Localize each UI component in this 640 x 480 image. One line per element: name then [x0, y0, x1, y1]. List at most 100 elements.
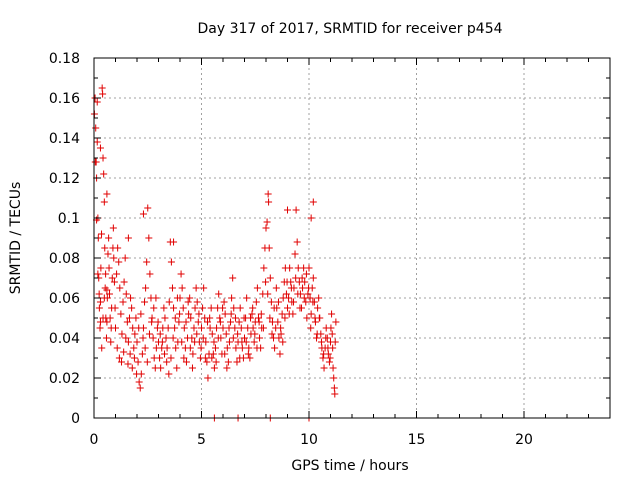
data-point	[209, 350, 217, 358]
data-point	[326, 354, 334, 362]
data-point	[286, 264, 294, 272]
data-point	[230, 304, 238, 312]
data-point	[330, 384, 338, 392]
data-point	[180, 354, 188, 362]
data-point	[182, 358, 190, 366]
data-point	[111, 304, 119, 312]
data-point	[103, 286, 111, 294]
data-point	[93, 98, 101, 106]
x-tick-label: 20	[515, 432, 533, 448]
data-point	[121, 254, 129, 262]
data-point	[204, 374, 212, 382]
data-point	[96, 298, 104, 306]
data-point	[112, 324, 119, 332]
chart-title: Day 317 of 2017, SRMTID for receiver p45…	[197, 21, 502, 37]
data-point	[103, 190, 111, 198]
data-point	[282, 290, 290, 298]
data-point	[265, 244, 273, 252]
data-point	[120, 348, 128, 356]
data-point	[266, 274, 274, 282]
data-point	[227, 310, 235, 318]
data-point	[320, 350, 328, 358]
data-point	[110, 254, 118, 262]
data-point	[224, 358, 232, 366]
data-point	[264, 190, 272, 198]
data-point	[92, 124, 100, 132]
data-point	[171, 314, 179, 322]
data-point	[100, 294, 108, 302]
data-point	[193, 298, 201, 306]
data-point	[182, 318, 190, 326]
data-point	[139, 334, 147, 342]
y-tick-label: 0.08	[49, 251, 80, 267]
data-point	[256, 334, 264, 342]
data-point	[268, 330, 276, 338]
data-point	[215, 290, 223, 298]
data-point	[115, 258, 123, 266]
data-point	[260, 264, 268, 272]
data-point	[255, 318, 263, 326]
data-point	[100, 198, 108, 206]
data-point	[244, 350, 252, 358]
data-point	[127, 294, 135, 302]
data-point	[198, 324, 205, 332]
data-point	[178, 284, 186, 292]
data-point	[110, 278, 118, 286]
data-point	[232, 344, 240, 352]
data-point	[285, 294, 293, 302]
data-point	[134, 358, 142, 366]
data-point	[164, 324, 172, 332]
data-point	[328, 330, 336, 338]
data-point	[203, 358, 211, 366]
data-point	[99, 90, 107, 98]
data-point	[227, 318, 235, 326]
y-tick-label: 0.02	[49, 371, 80, 387]
data-point	[137, 310, 145, 318]
data-point	[213, 324, 221, 332]
data-point	[96, 318, 104, 326]
data-point	[143, 358, 151, 366]
data-point	[315, 294, 323, 302]
data-point	[262, 278, 270, 286]
data-point	[319, 354, 327, 362]
data-point	[223, 364, 231, 372]
data-point	[274, 298, 282, 306]
data-point	[179, 304, 187, 312]
data-point	[225, 324, 233, 332]
data-point	[95, 304, 103, 312]
data-point	[152, 294, 160, 302]
data-point	[109, 224, 117, 232]
data-point	[328, 310, 336, 318]
y-tick-label: 0.06	[49, 291, 80, 307]
data-point	[180, 324, 188, 332]
data-point	[231, 314, 239, 322]
data-point	[122, 290, 130, 298]
data-point	[306, 294, 314, 302]
data-point	[170, 238, 178, 246]
data-point	[113, 344, 121, 352]
data-point	[171, 324, 179, 332]
data-point	[168, 284, 176, 292]
data-point	[206, 314, 214, 322]
data-point	[208, 330, 216, 338]
data-point	[325, 358, 333, 366]
data-point	[262, 224, 270, 232]
data-point	[202, 338, 210, 346]
data-point	[189, 350, 197, 358]
data-point	[184, 298, 192, 306]
data-point	[99, 314, 107, 322]
data-point	[216, 314, 224, 322]
data-point	[276, 350, 284, 358]
data-point	[210, 338, 218, 346]
data-point	[331, 390, 339, 398]
data-point	[332, 318, 340, 326]
x-tick-label: 0	[90, 432, 99, 448]
data-point	[242, 338, 250, 346]
data-point	[177, 270, 185, 278]
data-point	[104, 250, 112, 258]
data-point	[161, 350, 169, 358]
data-point	[114, 244, 122, 252]
data-point	[216, 318, 224, 326]
data-point	[139, 210, 147, 218]
y-tick-label: 0.16	[49, 91, 80, 107]
